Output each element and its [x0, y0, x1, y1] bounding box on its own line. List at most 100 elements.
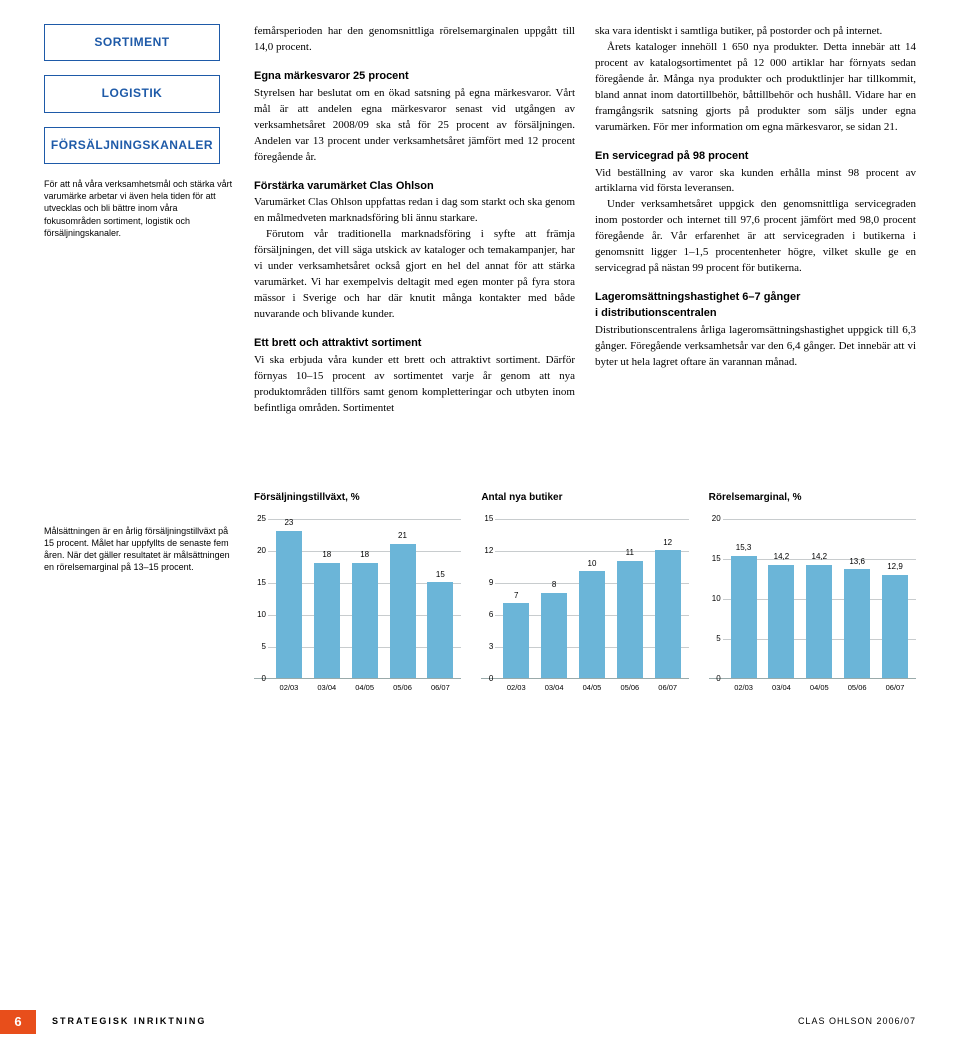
- x-axis-label: 06/07: [426, 683, 454, 694]
- paragraph-varumarket-1: Varumärket Clas Ohlson uppfattas redan i…: [254, 195, 575, 227]
- focus-caption: För att nå våra verksamhetsmål och stärk…: [44, 178, 234, 239]
- chart-area: 05101520252318182115: [254, 519, 461, 679]
- y-axis-label: 5: [707, 633, 721, 645]
- page-number: 6: [0, 1010, 36, 1034]
- bar-rect: [731, 556, 757, 678]
- y-axis-label: 0: [707, 673, 721, 685]
- x-axis-label: 06/07: [881, 683, 909, 694]
- x-axis-label: 05/06: [843, 683, 871, 694]
- bar-rect: [276, 531, 302, 678]
- bar-value-label: 13,6: [849, 556, 865, 568]
- x-axis-label: 02/03: [502, 683, 530, 694]
- heading-servicegrad: En servicegrad på 98 procent: [595, 149, 916, 165]
- footer-doc-title: CLAS OHLSON 2006/07: [798, 1015, 916, 1028]
- page-footer: 6 STRATEGISK INRIKTNING CLAS OHLSON 2006…: [0, 1010, 960, 1034]
- bar-value-label: 12: [663, 537, 672, 549]
- bar: 11: [616, 547, 644, 678]
- bar-value-label: 18: [360, 549, 369, 561]
- paragraph-servicegrad-2: Under verksamhetsåret uppgick den genoms…: [595, 197, 916, 277]
- bar-rect: [390, 544, 416, 678]
- bar-rect: [541, 593, 567, 678]
- x-axis-label: 05/06: [389, 683, 417, 694]
- charts-row: Målsättningen är en årlig försäljningsti…: [44, 491, 916, 694]
- bar: 18: [313, 549, 341, 678]
- charts-note: Målsättningen är en årlig försäljningsti…: [44, 491, 234, 694]
- chart-area: 0510152015,314,214,213,612,9: [709, 519, 916, 679]
- top-columns: SORTIMENT LOGISTIK FÖRSÄLJNINGSKANALER F…: [44, 24, 916, 417]
- x-axis-label: 02/03: [275, 683, 303, 694]
- paragraph-lageromsattning: Distributionscentralens årliga lageromsä…: [595, 323, 916, 371]
- bar-rect: [882, 575, 908, 678]
- bar-value-label: 7: [514, 590, 518, 602]
- bar-value-label: 14,2: [812, 551, 828, 563]
- y-axis-label: 20: [252, 545, 266, 557]
- left-column: SORTIMENT LOGISTIK FÖRSÄLJNINGSKANALER F…: [44, 24, 234, 417]
- bar: 18: [351, 549, 379, 678]
- y-axis-label: 15: [252, 577, 266, 589]
- right-column: ska vara identiskt i samtliga butiker, p…: [595, 24, 916, 417]
- bar-value-label: 21: [398, 530, 407, 542]
- bar-rect: [655, 550, 681, 678]
- focus-box-logistik: LOGISTIK: [44, 75, 220, 112]
- paragraph-sortiment-cont-2: Årets kataloger innehöll 1 650 nya produ…: [595, 40, 916, 136]
- chart-forsaljningstillvaxt: Försäljningstillväxt, % 0510152025231818…: [254, 491, 461, 694]
- bar-value-label: 12,9: [887, 561, 903, 573]
- x-axis-label: 02/03: [730, 683, 758, 694]
- x-axis-label: 03/04: [540, 683, 568, 694]
- bar: 21: [389, 530, 417, 678]
- bar: 7: [502, 590, 530, 678]
- bar-value-label: 8: [552, 579, 556, 591]
- y-axis-label: 6: [479, 609, 493, 621]
- y-axis-label: 9: [479, 577, 493, 589]
- bar-rect: [844, 569, 870, 678]
- bar: 12: [654, 537, 682, 679]
- y-axis-label: 15: [707, 553, 721, 565]
- y-axis-label: 25: [252, 513, 266, 525]
- bar-rect: [768, 565, 794, 679]
- bar-value-label: 14,2: [774, 551, 790, 563]
- y-axis-label: 10: [252, 609, 266, 621]
- bar: 14,2: [805, 551, 833, 678]
- bar-value-label: 15: [436, 569, 445, 581]
- bar-rect: [503, 603, 529, 678]
- chart-x-labels: 02/03 03/04 04/05 05/06 06/07: [481, 683, 688, 694]
- y-axis-label: 5: [252, 641, 266, 653]
- x-axis-label: 05/06: [616, 683, 644, 694]
- bar-value-label: 23: [284, 517, 293, 529]
- paragraph-markesvaror: Styrelsen har beslutat om en ökad satsni…: [254, 86, 575, 166]
- y-axis-label: 3: [479, 641, 493, 653]
- chart-title: Antal nya butiker: [481, 491, 688, 506]
- bar: 8: [540, 579, 568, 678]
- bar-rect: [806, 565, 832, 679]
- bar-value-label: 18: [322, 549, 331, 561]
- focus-box-sortiment: SORTIMENT: [44, 24, 220, 61]
- bar: 14,2: [767, 551, 795, 678]
- footer-section-title: STRATEGISK INRIKTNING: [52, 1015, 206, 1028]
- heading-sortiment: Ett brett och attraktivt sortiment: [254, 336, 575, 352]
- bar-rect: [314, 563, 340, 678]
- paragraph-sortiment: Vi ska erbjuda våra kunder ett brett och…: [254, 353, 575, 417]
- heading-lageromsattning: Lageromsättningshastighet 6–7 gånger i d…: [595, 290, 916, 322]
- chart-rorelsemarginal: Rörelsemarginal, % 0510152015,314,214,21…: [709, 491, 916, 694]
- bar: 23: [275, 517, 303, 678]
- bar-value-label: 15,3: [736, 542, 752, 554]
- x-axis-label: 06/07: [654, 683, 682, 694]
- chart-antal-butiker: Antal nya butiker 0369121578101112 02/03…: [481, 491, 688, 694]
- x-axis-label: 03/04: [767, 683, 795, 694]
- x-axis-label: 04/05: [805, 683, 833, 694]
- y-axis-label: 15: [479, 513, 493, 525]
- focus-box-kanaler: FÖRSÄLJNINGSKANALER: [44, 127, 220, 164]
- intro-text: femårsperioden har den genomsnittliga rö…: [254, 24, 575, 56]
- heading-varumarket: Förstärka varumärket Clas Ohlson: [254, 179, 575, 195]
- bar-rect: [427, 582, 453, 678]
- y-axis-label: 12: [479, 545, 493, 557]
- middle-column: femårsperioden har den genomsnittliga rö…: [254, 24, 575, 417]
- x-axis-label: 04/05: [578, 683, 606, 694]
- bar: 12,9: [881, 561, 909, 678]
- bar-rect: [352, 563, 378, 678]
- x-axis-label: 03/04: [313, 683, 341, 694]
- heading-markesvaror: Egna märkesvaror 25 procent: [254, 69, 575, 85]
- y-axis-label: 10: [707, 593, 721, 605]
- y-axis-label: 20: [707, 513, 721, 525]
- chart-title: Försäljningstillväxt, %: [254, 491, 461, 506]
